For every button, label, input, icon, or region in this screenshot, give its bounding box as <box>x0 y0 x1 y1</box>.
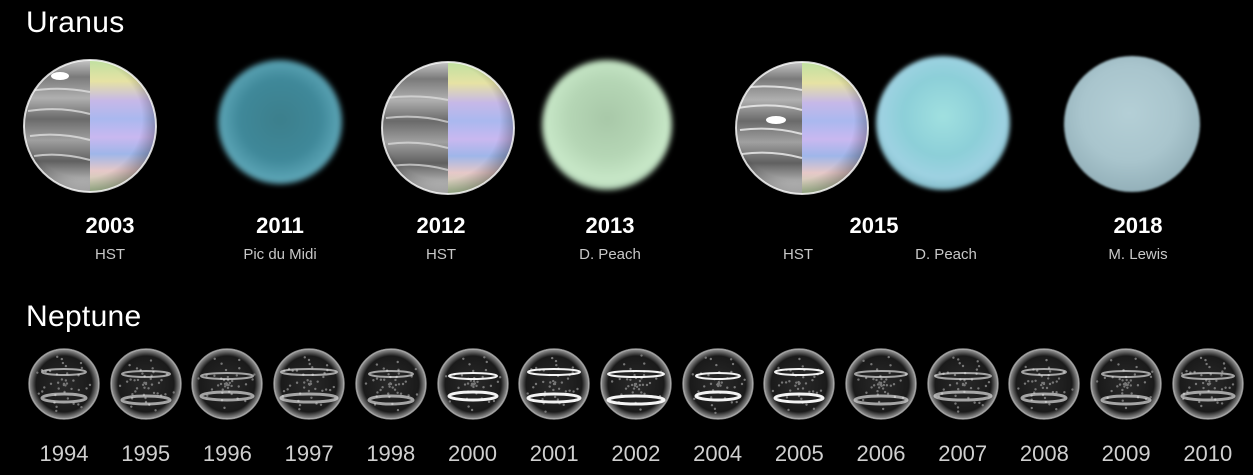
neptune-2002-image <box>600 348 672 420</box>
uranus-credit-2013: D. Peach <box>579 246 641 263</box>
neptune-2001-image <box>518 348 590 420</box>
uranus-credit-2011: Pic du Midi <box>243 246 317 263</box>
neptune-2000-image <box>436 348 509 420</box>
neptune-year-label: 2004 <box>693 441 743 466</box>
uranus-credit-2015-hst: HST <box>783 246 813 263</box>
uranus-credit-2015-peach: D. Peach <box>915 246 977 263</box>
neptune-year-label: 1995 <box>121 441 171 466</box>
neptune-year-label: 2000 <box>448 441 497 466</box>
uranus-2018-image <box>1064 56 1200 192</box>
uranus-2012-image <box>381 61 515 195</box>
uranus-year-2003: 2003 <box>85 213 135 238</box>
neptune-year-label: 2010 <box>1183 441 1233 466</box>
neptune-year-label: 2001 <box>529 441 579 466</box>
neptune-year-label: 1994 <box>39 441 89 466</box>
neptune-2010-image <box>1172 348 1244 420</box>
uranus-2013-image <box>542 60 672 190</box>
uranus-2011-image <box>218 60 342 184</box>
uranus-credit-2018: M. Lewis <box>1108 246 1168 263</box>
neptune-year-label: 2007 <box>938 441 988 466</box>
neptune-1994-image <box>28 348 100 420</box>
neptune-title: Neptune <box>26 300 142 333</box>
neptune-1996-image <box>191 348 264 420</box>
neptune-2006-image <box>845 348 917 420</box>
uranus-2003-image <box>23 59 157 193</box>
neptune-year-label: 1997 <box>284 441 334 466</box>
uranus-year-2013: 2013 <box>585 213 635 238</box>
uranus-year-2018: 2018 <box>1113 213 1163 238</box>
neptune-2007-image <box>926 348 999 420</box>
neptune-year-label: 2009 <box>1101 441 1151 466</box>
neptune-year-label: 2002 <box>611 441 661 466</box>
neptune-year-label: 2005 <box>774 441 824 466</box>
neptune-year-label: 1996 <box>202 441 252 466</box>
uranus-credit-2012: HST <box>426 246 456 263</box>
neptune-2009-image <box>1090 348 1162 420</box>
neptune-2008-image <box>1008 348 1081 420</box>
neptune-2004-image <box>681 348 754 420</box>
uranus-title: Uranus <box>26 6 125 39</box>
uranus-credit-2003: HST <box>95 246 125 263</box>
neptune-1997-image <box>273 348 345 420</box>
neptune-year-label: 2006 <box>856 441 906 466</box>
uranus-2015-peach-image <box>876 56 1010 190</box>
uranus-year-2015: 2015 <box>849 213 899 238</box>
neptune-1998-image <box>355 348 427 420</box>
uranus-2015-hst-image <box>735 61 869 195</box>
neptune-year-label: 2008 <box>1019 441 1069 466</box>
uranus-year-2012: 2012 <box>416 213 466 238</box>
neptune-year-label: 1998 <box>366 441 416 466</box>
neptune-2005-image <box>763 348 836 420</box>
uranus-year-2011: 2011 <box>256 213 304 238</box>
neptune-1995-image <box>109 348 182 420</box>
